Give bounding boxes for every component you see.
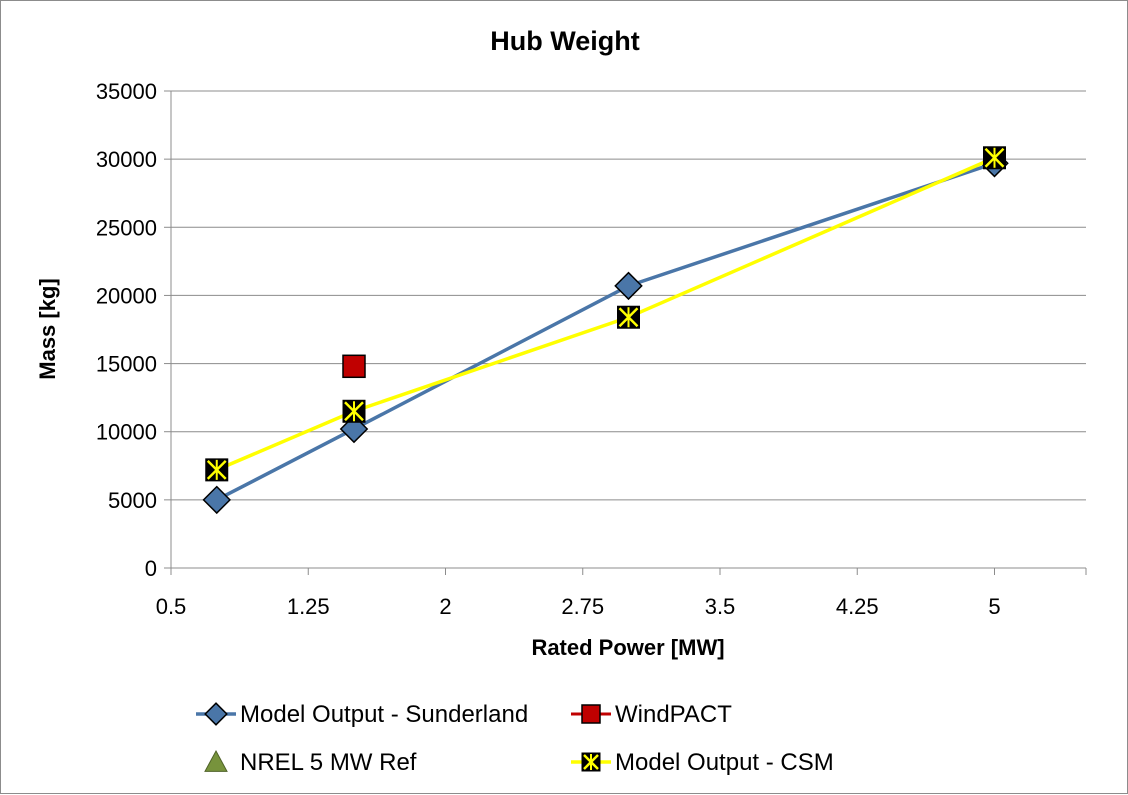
x-tick-label: 5: [988, 594, 1000, 619]
data-point-diamond: [204, 702, 228, 726]
legend-label: Model Output - CSM: [615, 749, 834, 776]
y-axis-ticks: 0 5000 10000 15000 20000 25000 30000 35000: [96, 79, 171, 581]
legend-label: NREL 5 MW Ref: [240, 749, 417, 776]
data-point-square: [581, 704, 601, 724]
y-tick-label: 10000: [96, 420, 157, 445]
x-tick-label: 0.5: [156, 594, 187, 619]
gridlines: [171, 90, 1086, 501]
data-point-x-square: [342, 399, 366, 423]
legend-entry-0: Model Output - Sunderland: [196, 701, 528, 728]
x-axis-ticks: 0.5 1.25 2 2.75 3.5 4.25 5: [156, 568, 1087, 619]
data-point-x-square: [983, 146, 1006, 170]
x-tick-label: 3.5: [705, 594, 736, 619]
data-point-diamond: [202, 485, 232, 515]
y-axis-label: Mass [kg]: [35, 278, 60, 379]
legend-entry-2: NREL 5 MW Ref: [204, 749, 417, 776]
legend-label: WindPACT: [615, 701, 732, 728]
y-tick-label: 5000: [108, 488, 157, 513]
series-1: [342, 354, 366, 379]
y-tick-label: 20000: [96, 283, 157, 308]
x-tick-label: 4.25: [836, 594, 879, 619]
data-point-triangle: [204, 749, 228, 772]
x-tick-label: 1.25: [287, 594, 330, 619]
series-line: [216, 156, 996, 472]
y-tick-label: 15000: [96, 352, 157, 377]
axes: [170, 91, 1086, 569]
series-3: [205, 146, 1006, 482]
legend: Model Output - Sunderland WindPACT NREL 5 …: [196, 701, 834, 776]
x-tick-label: 2.75: [561, 594, 604, 619]
y-tick-label: 25000: [96, 215, 157, 240]
data-point-x-square: [617, 305, 640, 329]
data-point-x-square: [205, 458, 229, 482]
x-tick-label: 2: [439, 594, 451, 619]
plot-area-series: [202, 146, 1009, 515]
data-point-x-square: [581, 752, 601, 772]
legend-entry-1: WindPACT: [571, 701, 732, 728]
y-tick-label: 35000: [96, 79, 157, 104]
data-point-diamond: [614, 271, 643, 301]
x-axis-label: Rated Power [MW]: [531, 635, 724, 660]
legend-entry-3: Model Output - CSM: [571, 749, 834, 776]
y-tick-label: 0: [145, 556, 157, 581]
chart-title: Hub Weight: [490, 26, 639, 56]
series-line: [215, 161, 996, 502]
legend-label: Model Output - Sunderland: [240, 701, 528, 728]
data-point-square: [342, 354, 366, 379]
y-tick-label: 30000: [96, 147, 157, 172]
